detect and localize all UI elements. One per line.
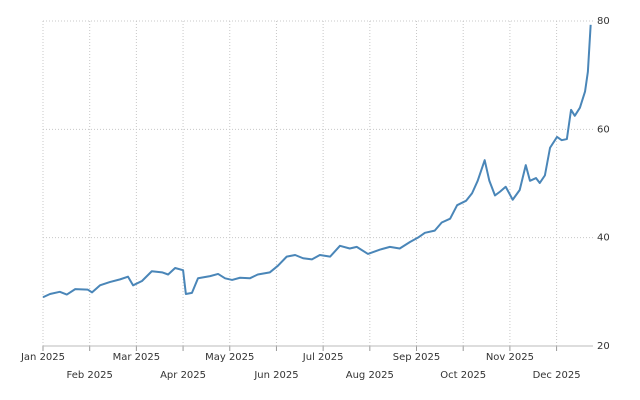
x-tick-label: Oct 2025 [440,370,486,381]
x-tick-label: Nov 2025 [486,352,534,363]
line [42,24,592,299]
x-tick-label: Apr 2025 [160,370,206,381]
x-tick-label: Sep 2025 [393,352,440,363]
x-tick-label: May 2025 [205,352,254,363]
x-tick-label: Jan 2025 [20,352,65,363]
y-tick-label: 40 [597,233,610,244]
x-tick-label: Aug 2025 [346,370,394,381]
y-tick-label: 60 [597,124,610,135]
x-tick-label: Dec 2025 [533,370,581,381]
x-tick-label: Mar 2025 [113,352,161,363]
x-tick-label: Jul 2025 [302,352,344,363]
y-tick-label: 20 [597,341,610,352]
x-tick-label: Feb 2025 [67,370,113,381]
y-tick-label: 80 [597,16,610,27]
x-tick-label: Jun 2025 [253,370,298,381]
